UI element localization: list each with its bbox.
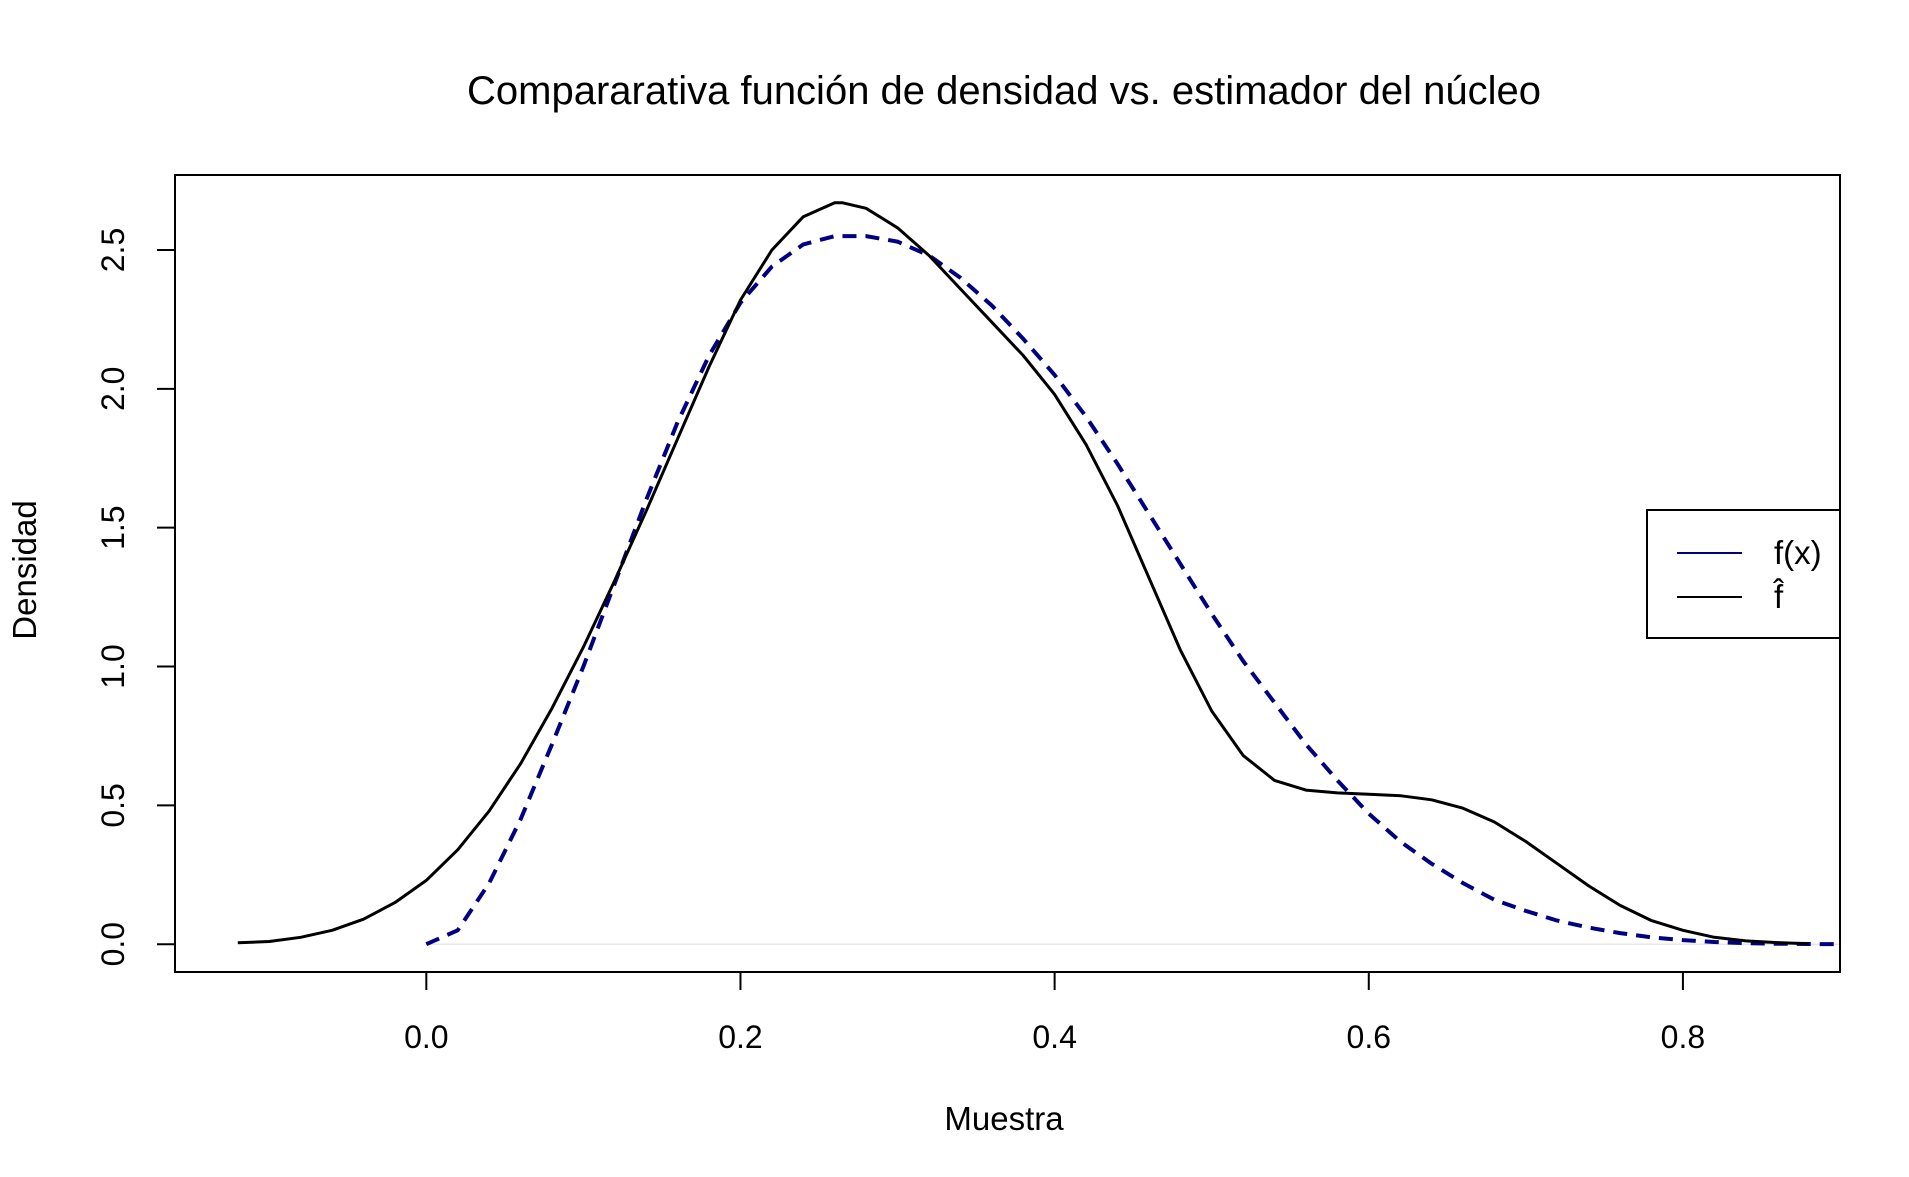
- y-tick-label: 2.0: [95, 367, 131, 411]
- axes: 0.0 0.2 0.4 0.6 0.8 0.0 0.5 1.0 1.5 2.0 2.5: [95, 174, 1841, 1055]
- x-tick-label: 0.2: [718, 1019, 762, 1055]
- legend-label: f̂: [1773, 578, 1785, 615]
- x-tick-label: 0.6: [1347, 1019, 1391, 1055]
- y-axis-label: Densidad: [6, 500, 43, 639]
- y-tick-label: 0.5: [95, 783, 131, 827]
- y-tick-label: 1.5: [95, 505, 131, 549]
- x-tick-label: 0.0: [404, 1019, 448, 1055]
- plot-area: [237, 201, 1841, 947]
- x-axis-label: Muestra: [944, 1100, 1064, 1137]
- y-tick-label: 0.0: [95, 922, 131, 966]
- series-line-true-density: [425, 234, 1841, 947]
- y-tick-label: 1.0: [95, 644, 131, 688]
- legend-label: f(x): [1774, 534, 1822, 571]
- legend-box: [1646, 509, 1841, 639]
- x-tick-label: 0.8: [1661, 1019, 1705, 1055]
- series-line-kernel-estimate: [237, 201, 1809, 946]
- chart-title: Compararativa función de densidad vs. es…: [467, 69, 1541, 113]
- x-tick-label: 0.4: [1032, 1019, 1076, 1055]
- legend: f(x) f̂: [1646, 509, 1841, 639]
- plot-frame: [174, 174, 1841, 973]
- y-tick-label: 2.5: [95, 228, 131, 272]
